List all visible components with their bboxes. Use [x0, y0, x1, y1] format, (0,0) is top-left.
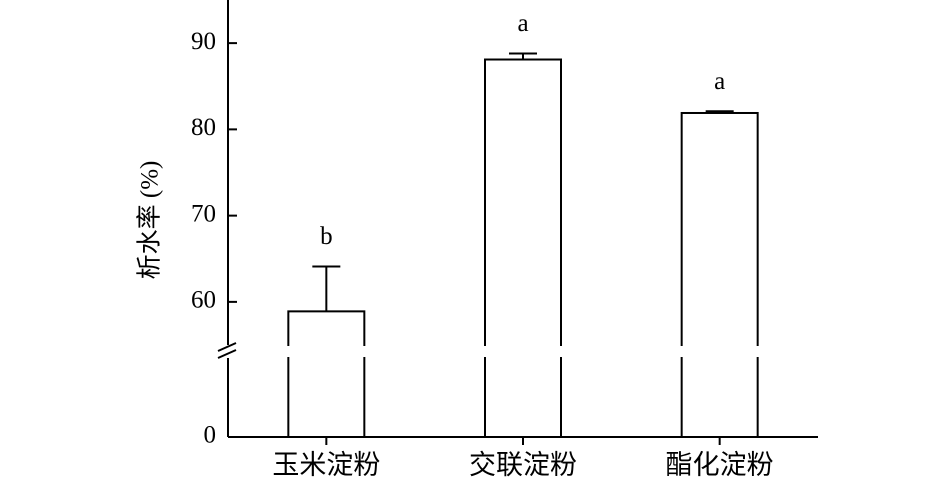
significance-letter: a — [517, 10, 528, 37]
y-tick-label: 0 — [204, 422, 217, 449]
y-tick-label: 60 — [191, 287, 216, 314]
bar — [287, 310, 366, 438]
y-tick-label: 80 — [191, 114, 216, 141]
significance-letter: a — [714, 68, 725, 95]
y-tick-label: 90 — [191, 28, 216, 55]
axis-break — [217, 349, 237, 359]
x-tick-label: 交联淀粉 — [469, 450, 577, 480]
y-tick-label: 70 — [191, 200, 216, 227]
bar-break-gap — [679, 346, 760, 357]
y-axis-label: 析水率 (%) — [136, 161, 164, 280]
bar — [680, 111, 759, 439]
bar-break-gap — [286, 346, 367, 357]
axis-break — [217, 342, 237, 352]
x-tick-label: 酯化淀粉 — [666, 450, 774, 480]
x-tick-label: 玉米淀粉 — [272, 450, 380, 480]
bar — [484, 58, 562, 438]
significance-letter: b — [320, 223, 333, 250]
bar-break-gap — [483, 346, 563, 357]
